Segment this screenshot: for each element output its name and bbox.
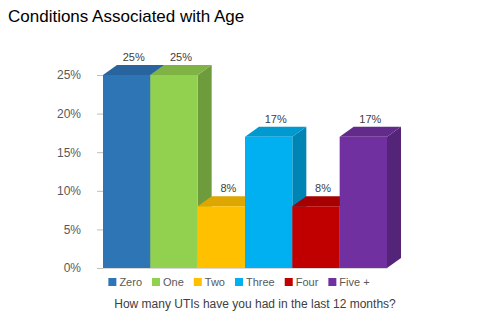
bar	[198, 206, 245, 268]
legend-item: Five +	[328, 276, 369, 288]
bar-top	[150, 65, 211, 75]
legend-item: Three	[235, 276, 275, 288]
y-tick: 20%	[57, 107, 103, 121]
legend-label: Zero	[119, 276, 142, 288]
bar	[340, 137, 387, 268]
x-axis-line	[104, 268, 388, 269]
bar-top	[245, 127, 306, 137]
bars	[103, 65, 401, 268]
data-label: 17%	[265, 113, 287, 125]
legend: Zero One Two Three Four Five +	[108, 276, 369, 288]
bar	[292, 206, 339, 268]
legend-swatch	[235, 278, 243, 286]
legend-swatch	[108, 278, 116, 286]
legend-label: Five +	[339, 276, 369, 288]
y-tick-mark	[97, 114, 103, 115]
bar-side	[387, 127, 401, 268]
bar	[150, 75, 197, 268]
legend-label: Two	[205, 276, 225, 288]
y-tick-mark	[97, 229, 103, 230]
y-tick: 0%	[64, 261, 103, 275]
data-label: 17%	[359, 113, 381, 125]
data-label: 25%	[123, 51, 145, 63]
bar	[245, 137, 292, 268]
y-tick-mark	[97, 268, 103, 269]
y-tick-label: 10%	[57, 184, 81, 198]
y-tick-mark	[97, 152, 103, 153]
plot: 0% 5% 10% 15% 20% 25% 25% 25% 8% 17% 8% 17%	[57, 51, 401, 275]
y-axis-line	[97, 76, 104, 269]
bar-group	[340, 127, 401, 268]
data-labels: 25% 25% 8% 17% 8% 17%	[123, 51, 382, 194]
data-label: 8%	[315, 182, 331, 194]
y-tick-label: 5%	[64, 223, 82, 237]
chart: Conditions Associated with Age 0% 5% 10% 15%…	[0, 0, 478, 318]
y-axis: 0% 5% 10% 15% 20% 25%	[57, 68, 104, 275]
x-axis-title: How many UTIs have you had in the last 1…	[114, 297, 396, 311]
legend-label: One	[163, 276, 184, 288]
y-tick: 15%	[57, 146, 103, 160]
y-tick: 25%	[57, 68, 103, 82]
y-tick-mark	[97, 191, 103, 192]
legend-item: One	[152, 276, 184, 288]
legend-swatch	[285, 278, 293, 286]
y-tick: 5%	[64, 223, 103, 237]
legend-item: Zero	[108, 276, 142, 288]
legend-item: Four	[285, 276, 319, 288]
data-label: 25%	[170, 51, 192, 63]
legend-item: Two	[194, 276, 225, 288]
title: Conditions Associated with Age	[8, 7, 244, 26]
bar	[103, 75, 150, 268]
data-label: 8%	[220, 182, 236, 194]
legend-swatch	[152, 278, 160, 286]
y-tick-label: 25%	[57, 68, 81, 82]
y-tick-label: 20%	[57, 107, 81, 121]
y-tick-label: 0%	[64, 261, 82, 275]
legend-swatch	[194, 278, 202, 286]
y-tick-label: 15%	[57, 146, 81, 160]
y-tick-mark	[97, 75, 103, 76]
legend-label: Four	[296, 276, 319, 288]
y-tick: 10%	[57, 184, 103, 198]
bar-top	[340, 127, 401, 137]
legend-label: Three	[246, 276, 275, 288]
legend-swatch	[328, 278, 336, 286]
